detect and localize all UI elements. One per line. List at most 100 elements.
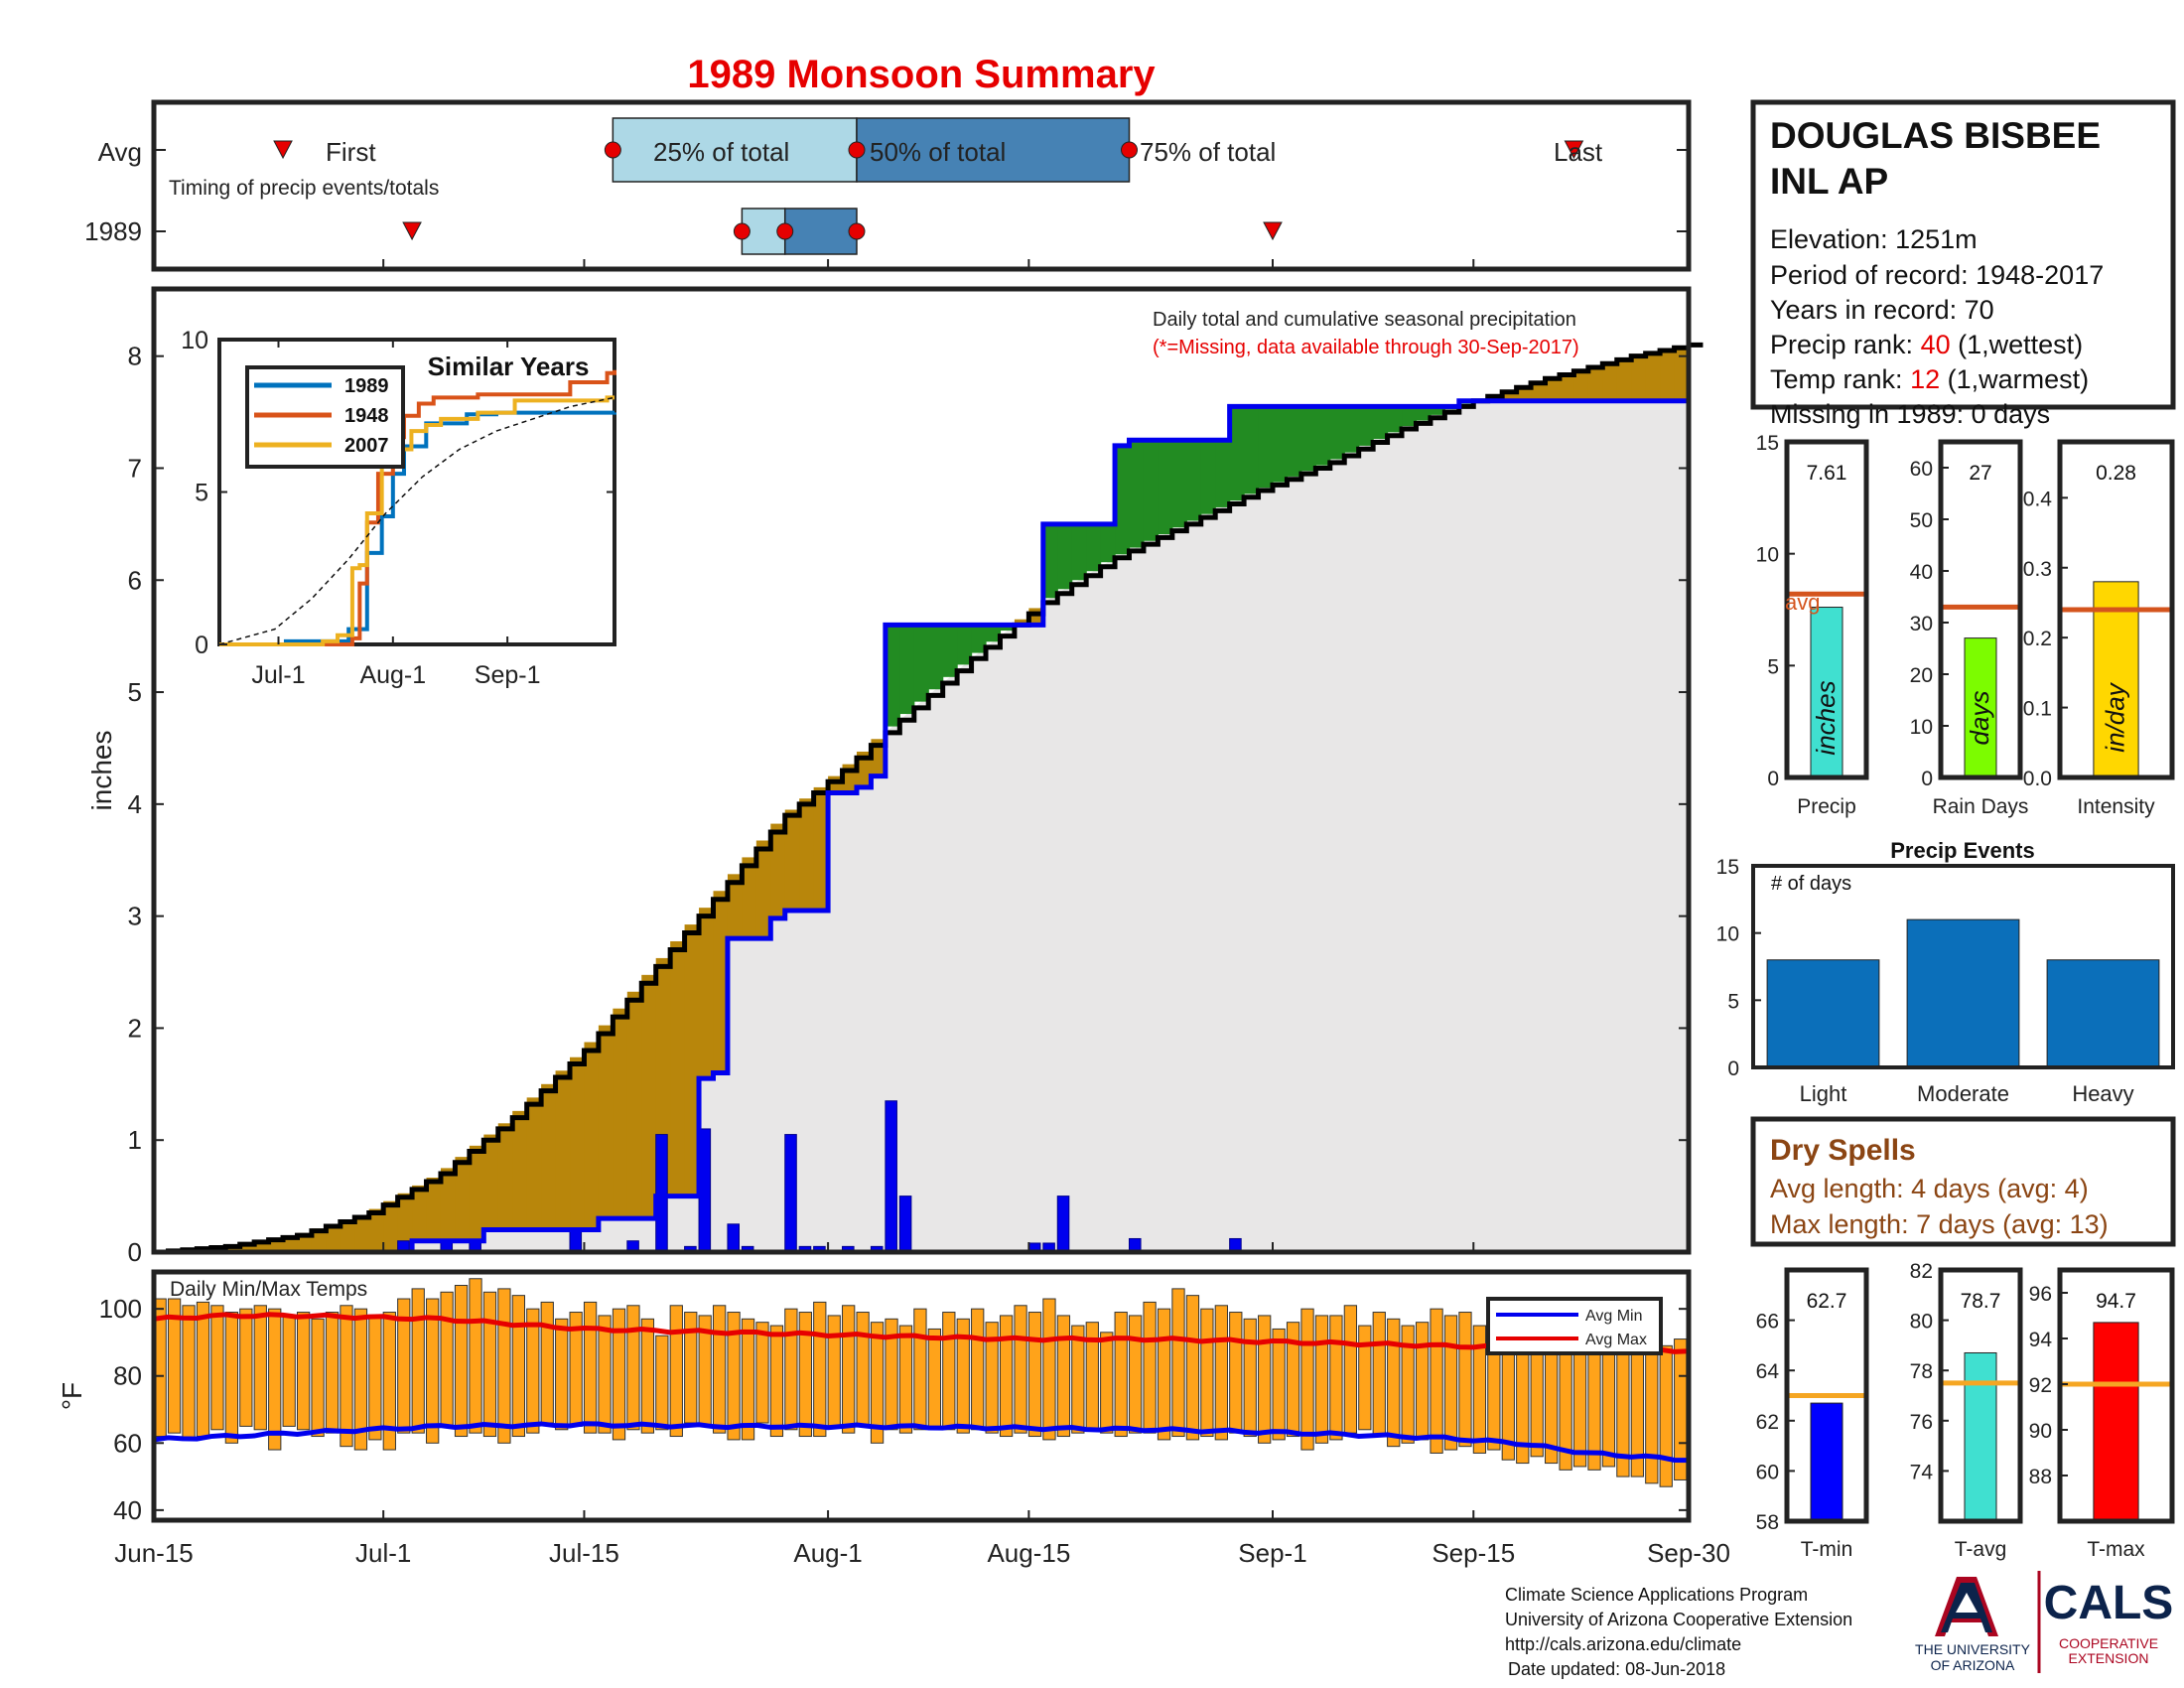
precip-events-bar — [2046, 959, 2160, 1068]
daily-temp-range-bar — [1042, 1298, 1056, 1441]
daily-temp-range-bar — [913, 1308, 927, 1431]
daily-temp-range-bar — [1114, 1312, 1128, 1438]
surplus-area — [1171, 440, 1187, 528]
surplus-area — [1315, 406, 1331, 466]
deficit-area — [626, 991, 642, 1219]
main-ytick-label: 1 — [128, 1125, 142, 1155]
surplus-area — [957, 625, 973, 665]
precip-events-title: Precip Events — [1890, 838, 2035, 863]
surplus-area — [1071, 523, 1087, 581]
daily-precip-bar — [1056, 1196, 1070, 1253]
average-cumulative-line — [154, 342, 1704, 1255]
deficit-area — [455, 1157, 471, 1241]
main-ylabel: inches — [86, 731, 117, 811]
deficit-area — [742, 857, 757, 939]
tmax-panel-ytick-label: 90 — [2029, 1420, 2052, 1443]
intensity-panel-frame — [2057, 439, 2175, 780]
rain-days-panel-label: Rain Days — [1933, 795, 2029, 818]
daily-precip-bar — [885, 1100, 897, 1253]
deficit-area — [497, 1123, 513, 1230]
daily-temp-range-bar — [268, 1308, 282, 1451]
inset-ytick-label: 10 — [181, 327, 208, 354]
deficit-area — [784, 809, 800, 911]
daily-temp-range-bar — [1071, 1325, 1085, 1434]
rain-days-panel-value: 27 — [1969, 462, 1991, 485]
tavg-panel-ytick-label: 74 — [1910, 1461, 1934, 1483]
daily-temp-range-bar — [971, 1308, 985, 1431]
daily-temp-range-bar — [999, 1315, 1014, 1438]
surplus-area — [1186, 440, 1202, 521]
daily-temp-range-bar — [311, 1318, 325, 1438]
timing-avg-box-50-75 — [856, 117, 1131, 183]
daily-temp-range-bar — [640, 1318, 655, 1434]
daily-temp-range-bar — [239, 1308, 253, 1427]
deficit-area — [397, 1193, 413, 1252]
daily-temp-range-bar — [1430, 1308, 1443, 1454]
inset-xtick-label: Jul-1 — [251, 661, 305, 689]
precip-panel-ytick-label: 0 — [1767, 768, 1779, 790]
deficit-area — [311, 1228, 327, 1252]
intensity-panel-value: 0.28 — [2096, 462, 2136, 485]
daily-temp-range-bar — [1472, 1325, 1487, 1454]
deficit-area — [383, 1200, 399, 1252]
surplus-area — [1229, 406, 1245, 501]
intensity-panel: 0.0 0.1 0.2 0.3 0.4 0.28 Intensity in/day — [2023, 439, 2175, 818]
daily-precip-bar — [784, 1134, 797, 1253]
date-axis: Jun-15 Jul-1 Jul-15 Aug-1 Aug-15 Sep-1 Sep-15 S… — [114, 1242, 1730, 1568]
deficit-area — [684, 924, 700, 1196]
timing-avg-last-marker — [1564, 140, 1584, 160]
timing-caption: Timing of precip events/totals — [169, 177, 439, 200]
deficit-area — [1545, 376, 1561, 401]
daily-temp-range-bar — [755, 1322, 769, 1424]
avg-min-line — [153, 1421, 1690, 1464]
deficit-area — [526, 1097, 542, 1230]
precip-panel-frame — [1784, 439, 1869, 780]
surplus-area — [971, 625, 987, 653]
precip-events-category-label: Light — [1800, 1081, 1847, 1106]
timing-1989-first-marker — [402, 221, 422, 241]
date-tick-label: Jul-15 — [549, 1538, 619, 1568]
station-missing: Missing in 1989: 0 days — [1770, 399, 2050, 429]
surplus-area — [1287, 406, 1302, 477]
timing-legend-25: 25% of total — [653, 137, 789, 167]
daily-temp-range-bar — [885, 1318, 898, 1431]
surplus-area — [1200, 440, 1216, 514]
daily-temp-range-bar — [1272, 1328, 1286, 1441]
deficit-area — [512, 1110, 528, 1230]
deficit-area — [283, 1236, 299, 1252]
daily-temp-range-bar — [898, 1325, 913, 1434]
daily-temp-range-bar — [1214, 1305, 1228, 1441]
temp-chart: 40 60 80 100 Daily Min/Max Temps °F Avg Min… — [57, 1269, 1692, 1525]
surplus-area — [1387, 406, 1403, 433]
temp-ytick-label: 40 — [113, 1495, 142, 1525]
deficit-area — [426, 1177, 442, 1241]
inset-ytick-label: 5 — [195, 480, 208, 507]
surplus-area — [1416, 406, 1432, 421]
daily-temp-range-bar — [182, 1305, 196, 1441]
deficit-area — [354, 1214, 370, 1252]
daily-precip-bar — [569, 1228, 583, 1253]
deficit-area — [1559, 372, 1575, 401]
dry-spells-avg: Avg length: 4 days (avg: 4) — [1770, 1174, 2089, 1203]
tmax-panel-frame — [2057, 1267, 2175, 1524]
daily-temp-range-bar — [741, 1318, 755, 1441]
inset-xtick-label: Sep-1 — [475, 661, 541, 689]
surplus-area — [1086, 523, 1102, 572]
deficit-area — [613, 1008, 628, 1219]
daily-temp-range-bar — [583, 1301, 598, 1434]
temp-legend: Avg Min Avg Max — [1486, 1297, 1663, 1355]
daily-temp-range-bar — [927, 1328, 942, 1427]
dry-spells-max: Max length: 7 days (avg: 13) — [1770, 1209, 2109, 1239]
inset-legend-1948: 1948 — [344, 405, 389, 427]
daily-temp-range-bar — [655, 1335, 669, 1431]
daily-temp-range-bar — [224, 1312, 239, 1444]
timing-row-label-1989: 1989 — [84, 216, 142, 246]
surplus-area — [1373, 406, 1389, 440]
daily-temp-range-bar — [1387, 1318, 1401, 1448]
avg-max-line — [153, 1312, 1690, 1354]
precip-events-ytick-label: 10 — [1716, 923, 1739, 946]
inset-ytick-label: 0 — [195, 632, 208, 659]
deficit-area — [297, 1232, 313, 1252]
daily-temp-range-bar — [368, 1315, 382, 1441]
